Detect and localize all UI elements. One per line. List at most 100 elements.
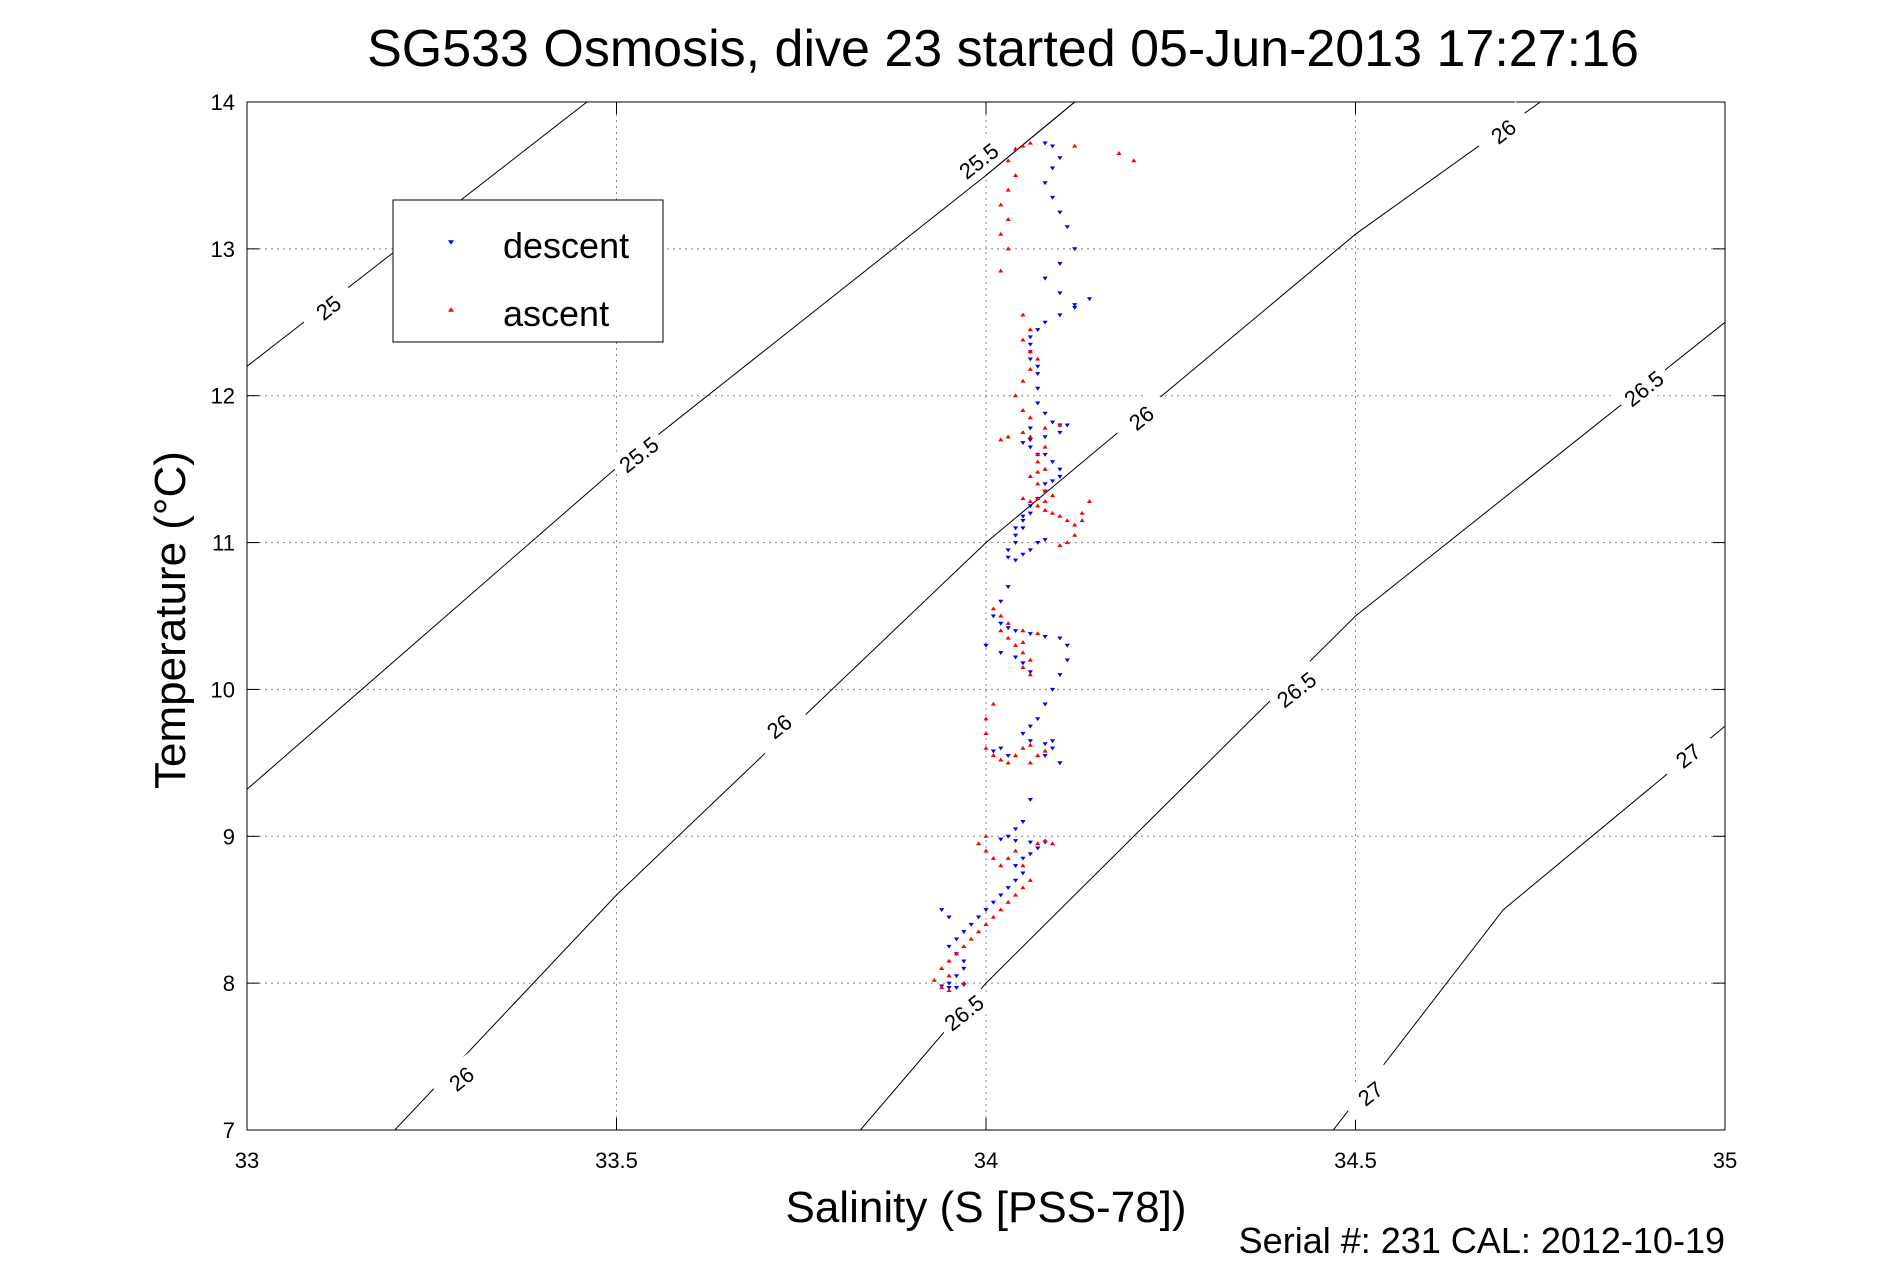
ascent-point: [1012, 643, 1019, 647]
descent-point: [939, 908, 945, 913]
descent-point: [1049, 144, 1056, 149]
ascent-point: [1042, 488, 1048, 493]
ascent-point: [1005, 217, 1011, 222]
ascent-point: [1057, 543, 1063, 548]
ascent-point: [953, 951, 960, 956]
ascent-point: [1035, 753, 1041, 758]
ascent-point: [1035, 496, 1041, 501]
contour-label-bg: [931, 982, 995, 1041]
descent-point: [968, 922, 974, 927]
ascent-point: [1027, 499, 1033, 504]
contour-label-bg: [1656, 725, 1719, 784]
descent-point: [1042, 141, 1048, 146]
ascent-point: [939, 985, 945, 990]
descent-point: [1035, 541, 1041, 545]
descent-point: [1057, 156, 1063, 161]
ascent-point: [1035, 841, 1041, 846]
ascent-point: [990, 855, 996, 860]
ascent-point: [1042, 507, 1048, 512]
descent-point: [1049, 739, 1056, 744]
descent-point: [1086, 297, 1093, 302]
descent-point: [1035, 386, 1041, 391]
descent-point: [1057, 636, 1063, 641]
descent-point: [1042, 635, 1048, 639]
ascent-point: [1027, 657, 1033, 662]
y-tick-label: 10: [211, 677, 235, 702]
descent-point: [1005, 555, 1011, 560]
contour-label-bg: [296, 277, 359, 336]
descent-point: [990, 614, 996, 619]
ascent-point: [1116, 151, 1122, 155]
descent-point: [1020, 661, 1026, 666]
ascent-point: [998, 628, 1004, 633]
ascent-point: [983, 922, 989, 926]
ascent-point: [1020, 496, 1026, 501]
descent-point: [946, 981, 952, 986]
ascent-point: [1035, 459, 1041, 464]
ascent-point: [1020, 143, 1026, 148]
descent-point: [1012, 533, 1019, 538]
ascent-point: [1005, 621, 1011, 625]
isopycnal-line: [1332, 725, 1725, 1130]
ascent-point: [1027, 878, 1033, 882]
ascent-point: [1020, 863, 1026, 868]
ascent-point: [1042, 425, 1048, 430]
ascent-point: [1027, 140, 1033, 145]
descent-point: [1072, 303, 1078, 308]
descent-point: [1064, 643, 1070, 648]
ascent-point: [983, 745, 989, 750]
ascent-point: [1035, 503, 1041, 508]
ascent-point: [1072, 532, 1078, 537]
ascent-point: [1027, 349, 1033, 354]
ascent-point: [1012, 892, 1019, 897]
legend: descent ascent: [392, 199, 664, 343]
contour-label-bg: [606, 424, 670, 483]
ascent-point: [1064, 540, 1070, 545]
ascent-point: [1079, 518, 1085, 523]
ascent-point: [1027, 760, 1033, 765]
ascent-point: [1042, 466, 1048, 471]
ascent-point: [998, 231, 1004, 236]
descent-point: [1027, 357, 1033, 362]
descent-point: [983, 643, 989, 648]
descent-point: [998, 651, 1004, 656]
x-tick-label: 35: [1713, 1148, 1737, 1173]
ascent-point: [1079, 510, 1085, 515]
descent-point: [1035, 372, 1041, 377]
ascent-point: [1042, 838, 1048, 843]
descent-point: [1027, 335, 1033, 340]
isopycnal-line: [985, 102, 1076, 176]
descent-point: [1057, 761, 1063, 766]
ascent-point: [1027, 742, 1033, 747]
ascent-point: [1072, 143, 1078, 148]
descent-point: [1035, 717, 1041, 722]
x-tick-label: 34.5: [1334, 1148, 1377, 1173]
data-points: [931, 140, 1137, 993]
descent-point: [1042, 452, 1048, 457]
descent-point: [1035, 401, 1041, 406]
ascent-point: [990, 753, 996, 758]
descent-point: [1012, 541, 1019, 545]
ascent-point: [990, 701, 996, 706]
descent-point: [1005, 753, 1011, 758]
ascent-point: [968, 936, 974, 941]
ascent-point: [1020, 885, 1026, 890]
ascent-point: [1057, 422, 1063, 427]
descent-point: [1027, 739, 1033, 744]
descent-point: [953, 974, 960, 979]
descent-point: [1064, 423, 1070, 428]
ascent-point: [983, 716, 989, 721]
y-tick-label: 9: [223, 824, 235, 849]
serial-cal-footer: Serial #: 231 CAL: 2012-10-19: [1239, 1220, 1725, 1261]
y-tick-label: 14: [211, 90, 235, 115]
descent-point: [1020, 518, 1026, 523]
descent-point: [946, 915, 952, 920]
contour-label-bg: [1264, 659, 1328, 718]
ascent-point: [1035, 452, 1041, 457]
ascent-point: [1035, 356, 1041, 361]
descent-point: [1020, 526, 1026, 531]
descent-point: [1012, 558, 1019, 563]
ascent-point: [990, 914, 996, 919]
descent-point: [1027, 438, 1033, 443]
ascent-point: [1020, 378, 1026, 383]
